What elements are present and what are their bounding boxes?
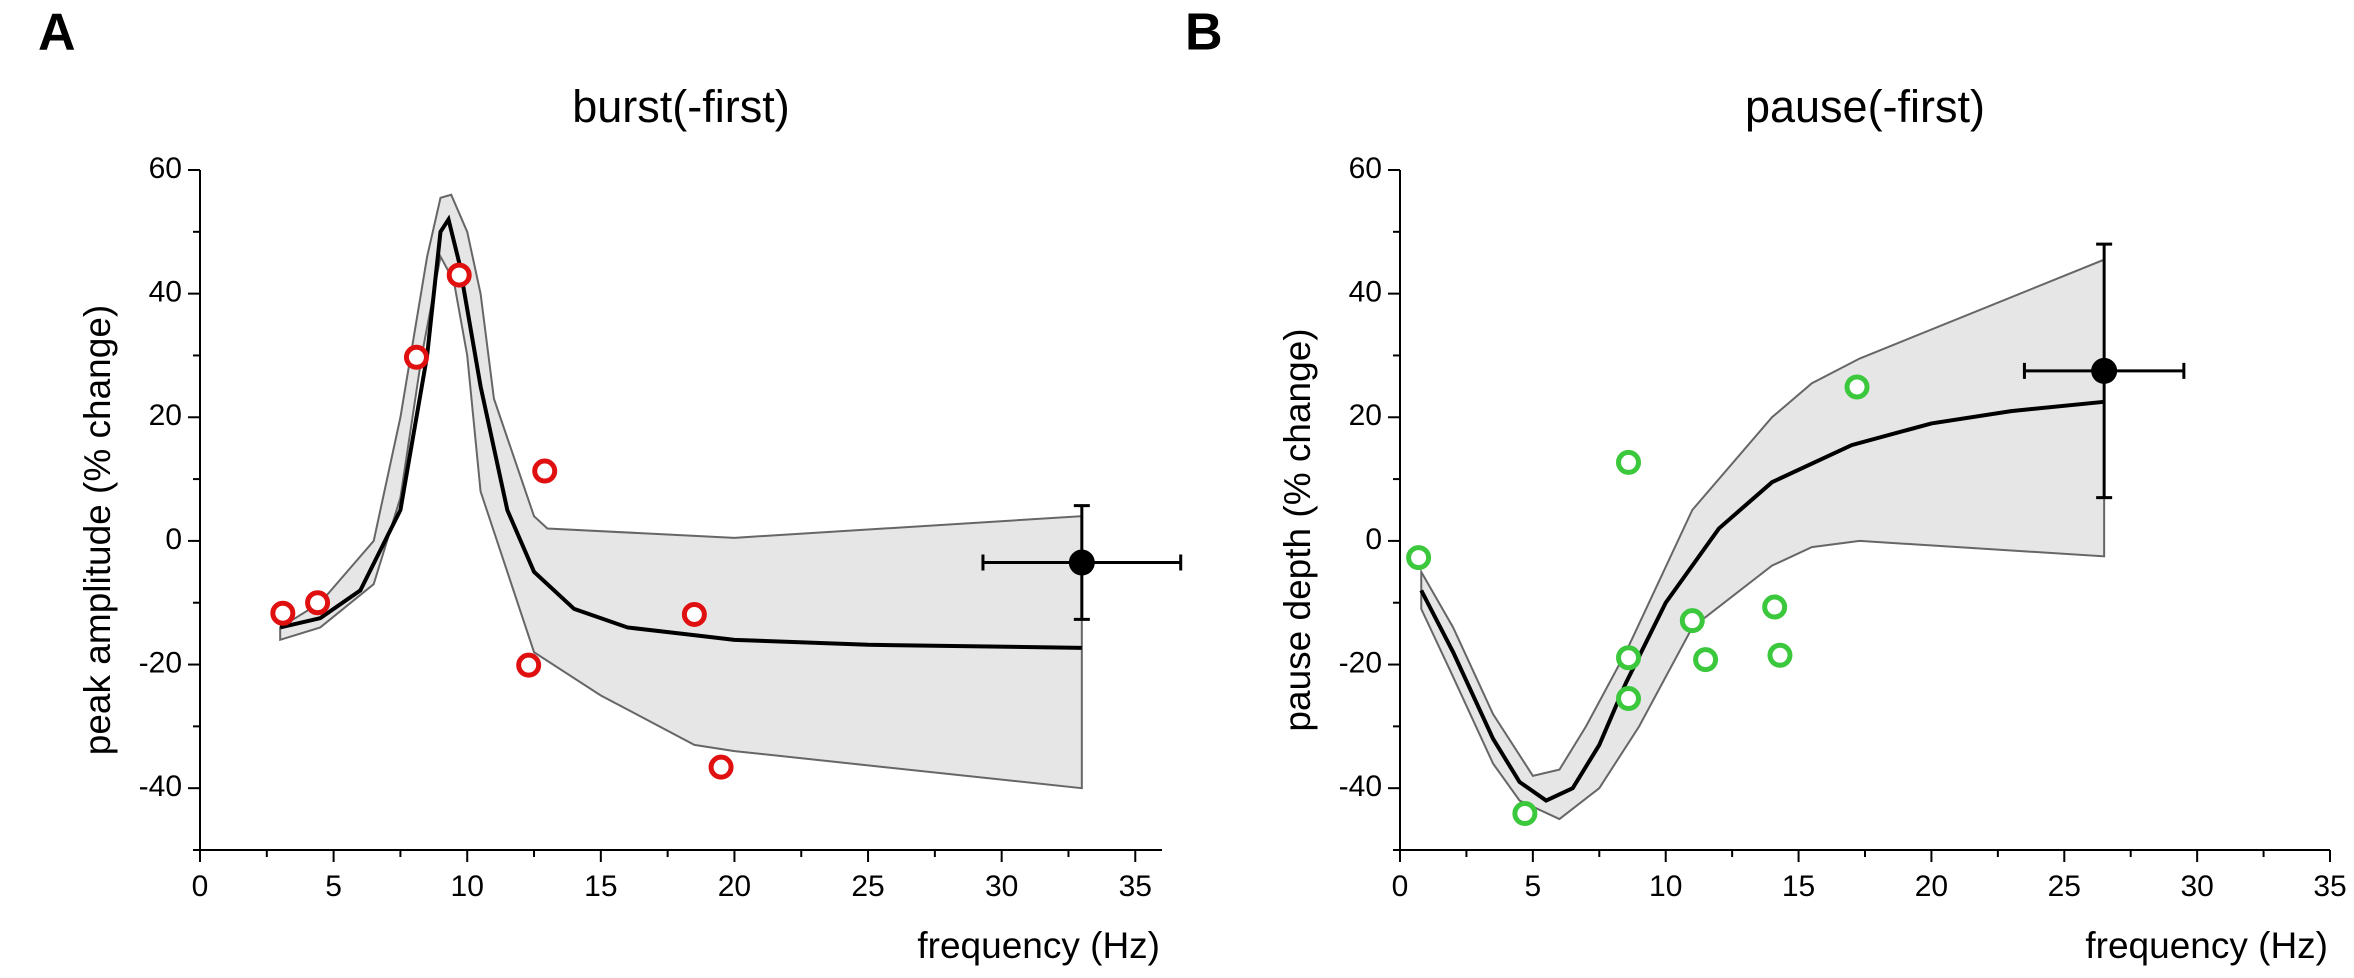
- y-tick-label: -40: [139, 770, 182, 803]
- x-tick-label: 5: [1525, 870, 1542, 903]
- x-tick-label: 15: [1782, 870, 1815, 903]
- data-point: [516, 652, 542, 678]
- data-point: [681, 601, 707, 627]
- fit-line: [1419, 399, 2105, 803]
- y-tick-label: 40: [149, 276, 182, 309]
- y-tick-label: 60: [1349, 152, 1382, 185]
- data-point: [1616, 645, 1642, 671]
- y-tick-label: -20: [139, 646, 182, 679]
- data-point: [1616, 449, 1642, 475]
- y-tick-label: 60: [149, 152, 182, 185]
- x-tick-label: 20: [718, 870, 751, 903]
- x-tick-label: 35: [2313, 870, 2346, 903]
- y-tick-label: 40: [1349, 276, 1382, 309]
- confidence-band: [279, 193, 1083, 790]
- y-tick-label: 20: [149, 399, 182, 432]
- chart-title: burst(-first): [572, 81, 790, 132]
- summary-point: [1068, 549, 1095, 576]
- fit-line: [279, 214, 1082, 650]
- data-point: [270, 600, 296, 626]
- x-tick-label: 0: [192, 870, 209, 903]
- x-tick-label: 25: [851, 870, 884, 903]
- chart-title: pause(-first): [1745, 81, 1985, 132]
- data-point: [403, 344, 429, 370]
- y-tick-label: 0: [1365, 523, 1382, 556]
- y-axis-label: pause depth (% change): [1277, 328, 1318, 731]
- y-tick-label: -40: [1339, 770, 1382, 803]
- summary-point: [2091, 357, 2118, 384]
- x-axis-label: frequency (Hz): [2085, 925, 2328, 966]
- data-point: [1406, 545, 1432, 571]
- y-tick-label: 20: [1349, 399, 1382, 432]
- data-point: [305, 590, 331, 616]
- data-point: [1679, 608, 1705, 634]
- x-tick-label: 30: [985, 870, 1018, 903]
- x-tick-label: 15: [584, 870, 617, 903]
- data-point: [1762, 594, 1788, 620]
- x-tick-label: 30: [2180, 870, 2213, 903]
- data-point: [1512, 801, 1538, 827]
- x-axis-label: frequency (Hz): [917, 925, 1160, 966]
- x-tick-label: 20: [1915, 870, 1948, 903]
- panel-label: B: [1185, 4, 1223, 62]
- confidence-band: [1420, 258, 2106, 821]
- y-tick-label: 0: [165, 523, 182, 556]
- data-point: [446, 262, 472, 288]
- x-tick-label: 35: [1119, 870, 1152, 903]
- data-point: [1616, 686, 1642, 712]
- x-tick-label: 25: [2048, 870, 2081, 903]
- x-tick-label: 10: [451, 870, 484, 903]
- data-point: [1767, 642, 1793, 668]
- data-point: [532, 458, 558, 484]
- y-axis-label: peak amplitude (% change): [77, 305, 118, 755]
- y-tick-label: -20: [1339, 646, 1382, 679]
- panel-label: A: [38, 4, 76, 62]
- data-point: [708, 754, 734, 780]
- x-tick-label: 10: [1649, 870, 1682, 903]
- x-tick-label: 5: [325, 870, 342, 903]
- data-point: [1693, 647, 1719, 673]
- x-tick-label: 0: [1392, 870, 1409, 903]
- data-point: [1844, 374, 1870, 400]
